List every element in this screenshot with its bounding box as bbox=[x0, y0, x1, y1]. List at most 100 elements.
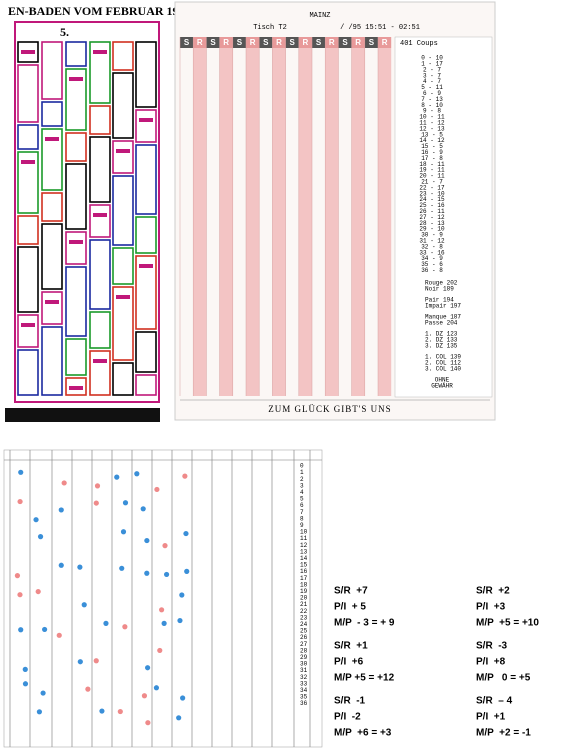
permanence-block bbox=[65, 41, 87, 67]
summary-stat: Impair 197 bbox=[425, 303, 461, 310]
summary-stat: Rouge 202 bbox=[425, 280, 458, 287]
wheel-number: 25 bbox=[300, 628, 308, 635]
red-column bbox=[219, 48, 233, 396]
summary-stat: 2. DZ 133 bbox=[425, 337, 458, 344]
wheel-number: 10 bbox=[300, 529, 308, 536]
tracking-dot bbox=[94, 483, 101, 489]
column-header-cell bbox=[272, 37, 286, 48]
tracking-dot bbox=[117, 708, 123, 715]
number-count: 4 - 7 bbox=[423, 78, 441, 85]
marker bbox=[21, 160, 35, 164]
number-count: 32 - 8 bbox=[421, 243, 443, 250]
wheel-number: 3 bbox=[300, 482, 304, 489]
column-header-cell bbox=[180, 37, 194, 48]
red-column bbox=[298, 48, 312, 396]
result-line: M/P +5 = +10 bbox=[476, 618, 539, 629]
wheel-number: 17 bbox=[300, 575, 308, 582]
wheel-number: 5 bbox=[300, 496, 304, 503]
permanence-block bbox=[41, 326, 63, 396]
tracking-dot bbox=[114, 474, 120, 480]
number-count: 18 - 11 bbox=[419, 161, 445, 168]
permanence-block bbox=[89, 239, 111, 310]
column-header-cell bbox=[285, 37, 299, 48]
wheel-number: 18 bbox=[300, 581, 308, 588]
number-count: 34 - 9 bbox=[421, 255, 443, 262]
permanence-block bbox=[89, 311, 111, 349]
number-count: 7 - 13 bbox=[421, 96, 443, 103]
column-header: S bbox=[369, 38, 375, 47]
wheel-number: 7 bbox=[300, 509, 304, 516]
slogan: ZUM GLÜCK GIBT'S UNS bbox=[268, 404, 391, 414]
result-line: M/P +5 = +12 bbox=[334, 673, 395, 684]
tracking-dot bbox=[179, 592, 185, 598]
number-count: 17 - 8 bbox=[421, 155, 443, 162]
number-count: 27 - 12 bbox=[419, 214, 445, 221]
result-line: P/I +8 bbox=[476, 657, 506, 668]
wheel-number: 27 bbox=[300, 641, 308, 648]
wheel-number: 33 bbox=[300, 680, 308, 687]
number-count: 23 - 10 bbox=[419, 190, 445, 197]
marker bbox=[45, 300, 59, 304]
tracking-dot bbox=[122, 624, 128, 630]
summary-stat: Noir 189 bbox=[425, 286, 454, 293]
permanence-block bbox=[41, 291, 63, 325]
red-column bbox=[378, 48, 392, 396]
tracking-dot bbox=[161, 620, 167, 626]
wheel-number: 24 bbox=[300, 621, 308, 628]
tracking-dot bbox=[33, 517, 39, 523]
result-line: P/I + 5 bbox=[334, 602, 366, 613]
wheel-number: 12 bbox=[300, 542, 308, 549]
permanence-block bbox=[17, 151, 39, 214]
tracking-dot bbox=[176, 715, 182, 721]
marker bbox=[116, 149, 130, 153]
red-column bbox=[325, 48, 339, 396]
tracking-dot bbox=[103, 620, 109, 626]
number-count: 29 - 10 bbox=[419, 226, 445, 233]
number-count: 6 - 9 bbox=[423, 90, 441, 97]
permanence-block bbox=[41, 223, 63, 290]
number-count: 9 - 8 bbox=[423, 108, 441, 115]
tracking-dot bbox=[40, 690, 46, 696]
permanence-block bbox=[135, 216, 157, 254]
tracking-dot bbox=[58, 562, 64, 568]
tracking-dot bbox=[119, 565, 125, 571]
permanence-block bbox=[17, 41, 39, 63]
marker bbox=[93, 50, 107, 54]
wheel-number: 13 bbox=[300, 548, 308, 555]
tracking-dot bbox=[159, 607, 165, 613]
column-header: S bbox=[237, 38, 243, 47]
tracking-dot bbox=[81, 602, 87, 608]
tracking-dot bbox=[61, 480, 67, 486]
permanence-block bbox=[89, 350, 111, 396]
wheel-number: 6 bbox=[300, 502, 304, 509]
tracking-dot bbox=[37, 534, 44, 540]
tracking-dot bbox=[93, 500, 99, 506]
number-count: 15 - 5 bbox=[421, 143, 443, 150]
tracking-dot bbox=[35, 588, 41, 595]
marker bbox=[93, 213, 107, 217]
summary-stat: Pair 194 bbox=[425, 297, 454, 304]
marker bbox=[21, 50, 35, 54]
coups: 401 Coups bbox=[400, 40, 438, 48]
marker bbox=[69, 386, 83, 390]
number-count: 14 - 12 bbox=[419, 137, 445, 144]
wheel-number: 28 bbox=[300, 647, 308, 654]
number-count: 1 - 17 bbox=[421, 60, 443, 67]
tracking-dot bbox=[77, 564, 83, 570]
permanence-block bbox=[112, 247, 134, 285]
summary-stat: Passe 204 bbox=[425, 320, 458, 327]
wheel-number: 22 bbox=[300, 608, 308, 615]
tracking-dot bbox=[22, 666, 28, 672]
summary-stat: 3. COL 140 bbox=[425, 366, 461, 373]
column-header-cell bbox=[246, 37, 260, 48]
marker bbox=[139, 118, 153, 122]
tracking-dot bbox=[42, 626, 48, 633]
tracking-dot bbox=[17, 592, 23, 598]
column-header: R bbox=[303, 38, 309, 47]
column-header-cell bbox=[232, 37, 246, 48]
tracking-dot bbox=[85, 686, 91, 692]
permanence-block bbox=[112, 175, 134, 246]
number-count: 30 - 9 bbox=[421, 232, 443, 239]
